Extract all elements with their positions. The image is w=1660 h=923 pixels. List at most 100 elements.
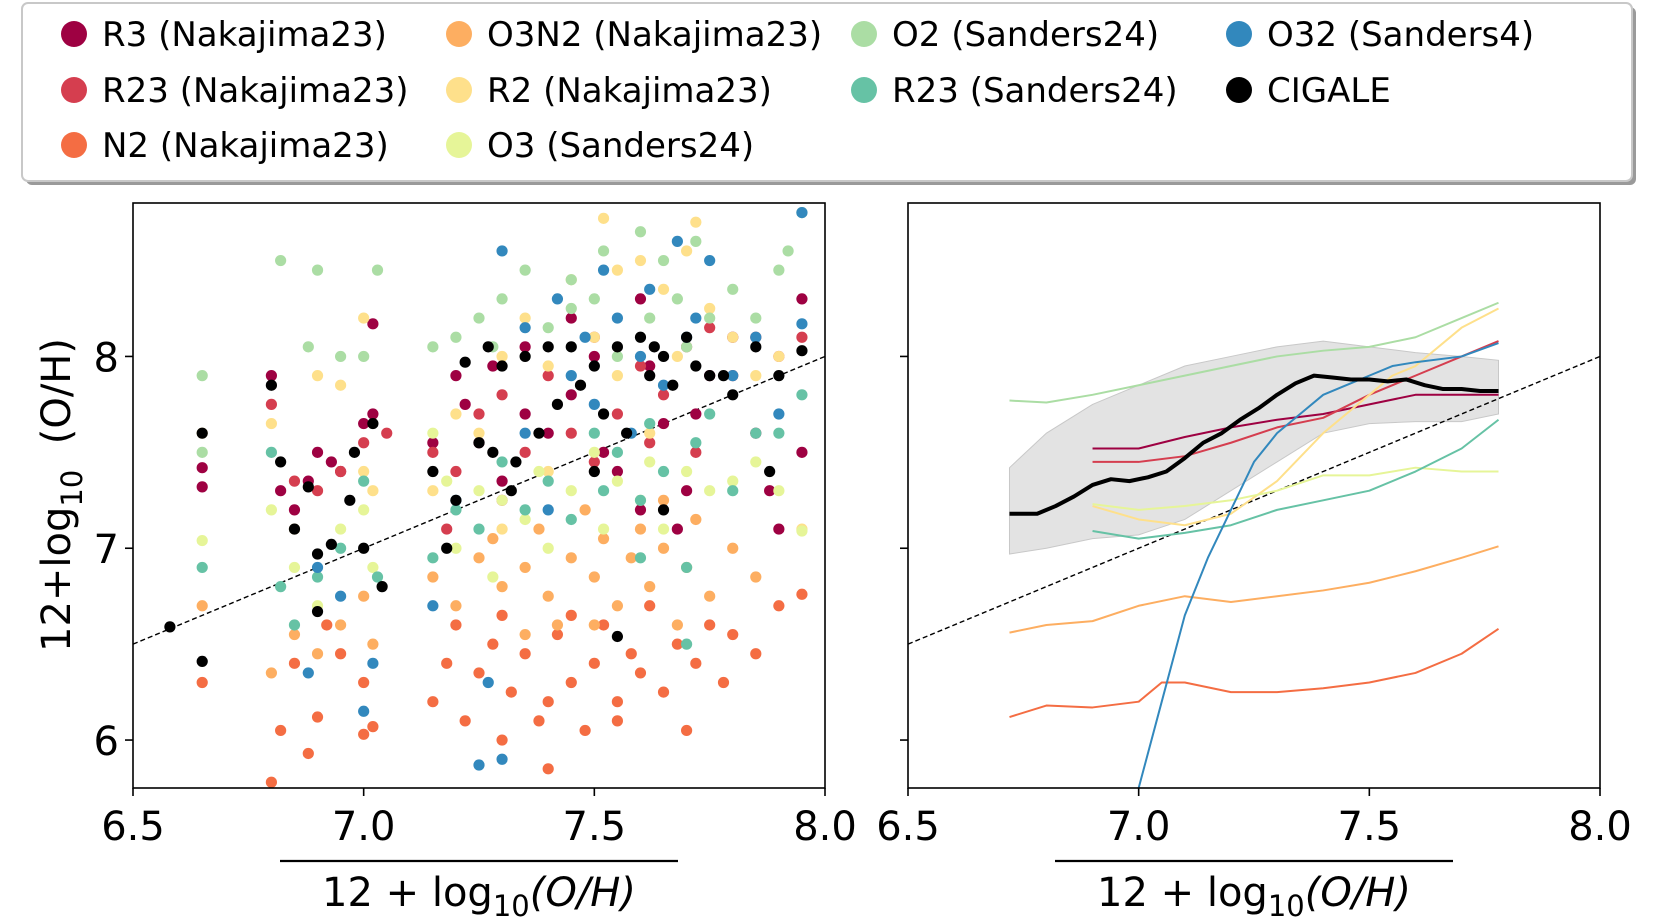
scatter-point (690, 657, 702, 669)
scatter-point (634, 494, 647, 506)
x-tick-label: 6.5 (101, 804, 165, 850)
legend-item-o32-sanders4: O32 (Sanders4) (1226, 15, 1534, 55)
legend-label: R23 (Sanders24) (892, 71, 1178, 111)
scatter-point (565, 370, 577, 382)
scatter-point (727, 331, 739, 343)
scatter-point (196, 655, 208, 668)
scatter-point (727, 370, 739, 382)
scatter-point (782, 245, 794, 257)
legend-item-r3-nakajima23: R3 (Nakajima23) (61, 15, 387, 55)
scatter-point (611, 312, 624, 324)
scatter-point (588, 446, 600, 458)
scatter-series-cigale (164, 331, 808, 668)
scatter-point (671, 293, 683, 305)
scatter-point (302, 481, 314, 493)
scatter-point (727, 475, 739, 487)
scatter-point (427, 341, 439, 353)
scatter-point (704, 312, 716, 324)
left-axis-ticks: 6.5 7.0 7.5 8.0 6 7 8 (94, 335, 857, 850)
scatter-point (265, 667, 277, 679)
scatter-point (496, 350, 508, 363)
scatter-point (644, 360, 656, 372)
scatter-point (796, 293, 808, 305)
scatter-point (565, 552, 577, 564)
scatter-point (565, 485, 577, 497)
scatter-point (542, 475, 554, 487)
scatter-point (657, 254, 670, 267)
scatter-point (690, 446, 702, 458)
scatter-point (611, 341, 624, 353)
scatter-point (657, 494, 670, 506)
scatter-point (579, 724, 591, 737)
scatter-point (634, 552, 647, 564)
scatter-point (611, 465, 624, 478)
x-label-sub: 10 (493, 889, 530, 923)
scatter-point (496, 360, 508, 372)
scatter-point (496, 456, 508, 468)
scatter-point (196, 427, 208, 439)
scatter-point (588, 293, 600, 305)
scatter-point (773, 408, 785, 420)
scatter-point (358, 312, 370, 324)
scatter-point (750, 331, 762, 343)
scatter-series-n2-nakajima23 (196, 588, 808, 788)
legend-items: R3 (Nakajima23) R23 (Nakajima23) N2 (Nakaj… (61, 15, 1534, 166)
scatter-point (496, 293, 508, 305)
scatter-point (275, 581, 287, 593)
scatter-point (704, 485, 716, 497)
line-series-o2-sanders24 (1009, 301, 1499, 404)
scatter-point (473, 427, 485, 439)
scatter-point (288, 523, 301, 535)
scatter-point (367, 417, 379, 430)
scatter-point (164, 621, 176, 633)
scatter-point (727, 485, 739, 497)
scatter-point (459, 356, 471, 368)
scatter-point (773, 264, 785, 276)
scatter-point (657, 389, 670, 401)
scatter-point (634, 331, 647, 343)
scatter-point (441, 523, 453, 535)
line-series-n2-nakajima23 (1009, 627, 1500, 718)
right-panel-frame (907, 202, 1601, 789)
scatter-point (796, 446, 808, 458)
scatter-point (275, 456, 287, 468)
scatter-point (542, 427, 554, 439)
scatter-point (519, 322, 531, 334)
scatter-point (727, 542, 739, 554)
scatter-point (427, 446, 439, 458)
scatter-point (473, 408, 485, 420)
scatter-point (533, 715, 545, 727)
scatter-point (750, 648, 762, 660)
legend-label: N2 (Nakajima23) (102, 126, 389, 166)
scatter-point (727, 389, 739, 401)
legend-marker (851, 77, 877, 103)
scatter-point (704, 254, 716, 267)
scatter-point (634, 523, 647, 535)
scatter-point (681, 465, 693, 478)
scatter-point (773, 427, 785, 439)
scatter-point (551, 628, 564, 641)
scatter-point (611, 446, 624, 458)
scatter-point (727, 628, 739, 641)
scatter-point (459, 398, 471, 410)
scatter-point (335, 590, 347, 602)
scatter-point (441, 475, 453, 487)
scatter-point (311, 605, 324, 618)
scatter-point (542, 341, 554, 353)
cigale-band-area (1008, 340, 1500, 555)
legend-item-o2-sanders24: O2 (Sanders24) (851, 15, 1159, 55)
legend-label: R3 (Nakajima23) (102, 15, 387, 55)
scatter-point (671, 523, 683, 535)
x-tick-label: 8.0 (1568, 804, 1632, 850)
scatter-point (796, 525, 808, 537)
scatter-point (265, 417, 277, 430)
scatter-point (427, 571, 439, 583)
line-series-r23-nakajima23 (1092, 340, 1499, 463)
scatter-point (473, 759, 485, 771)
scatter-point (302, 747, 314, 760)
scatter-point (519, 561, 531, 574)
scatter-point (597, 533, 610, 545)
scatter-point (427, 696, 439, 708)
scatter-point (335, 542, 347, 554)
scatter-point (473, 552, 485, 564)
